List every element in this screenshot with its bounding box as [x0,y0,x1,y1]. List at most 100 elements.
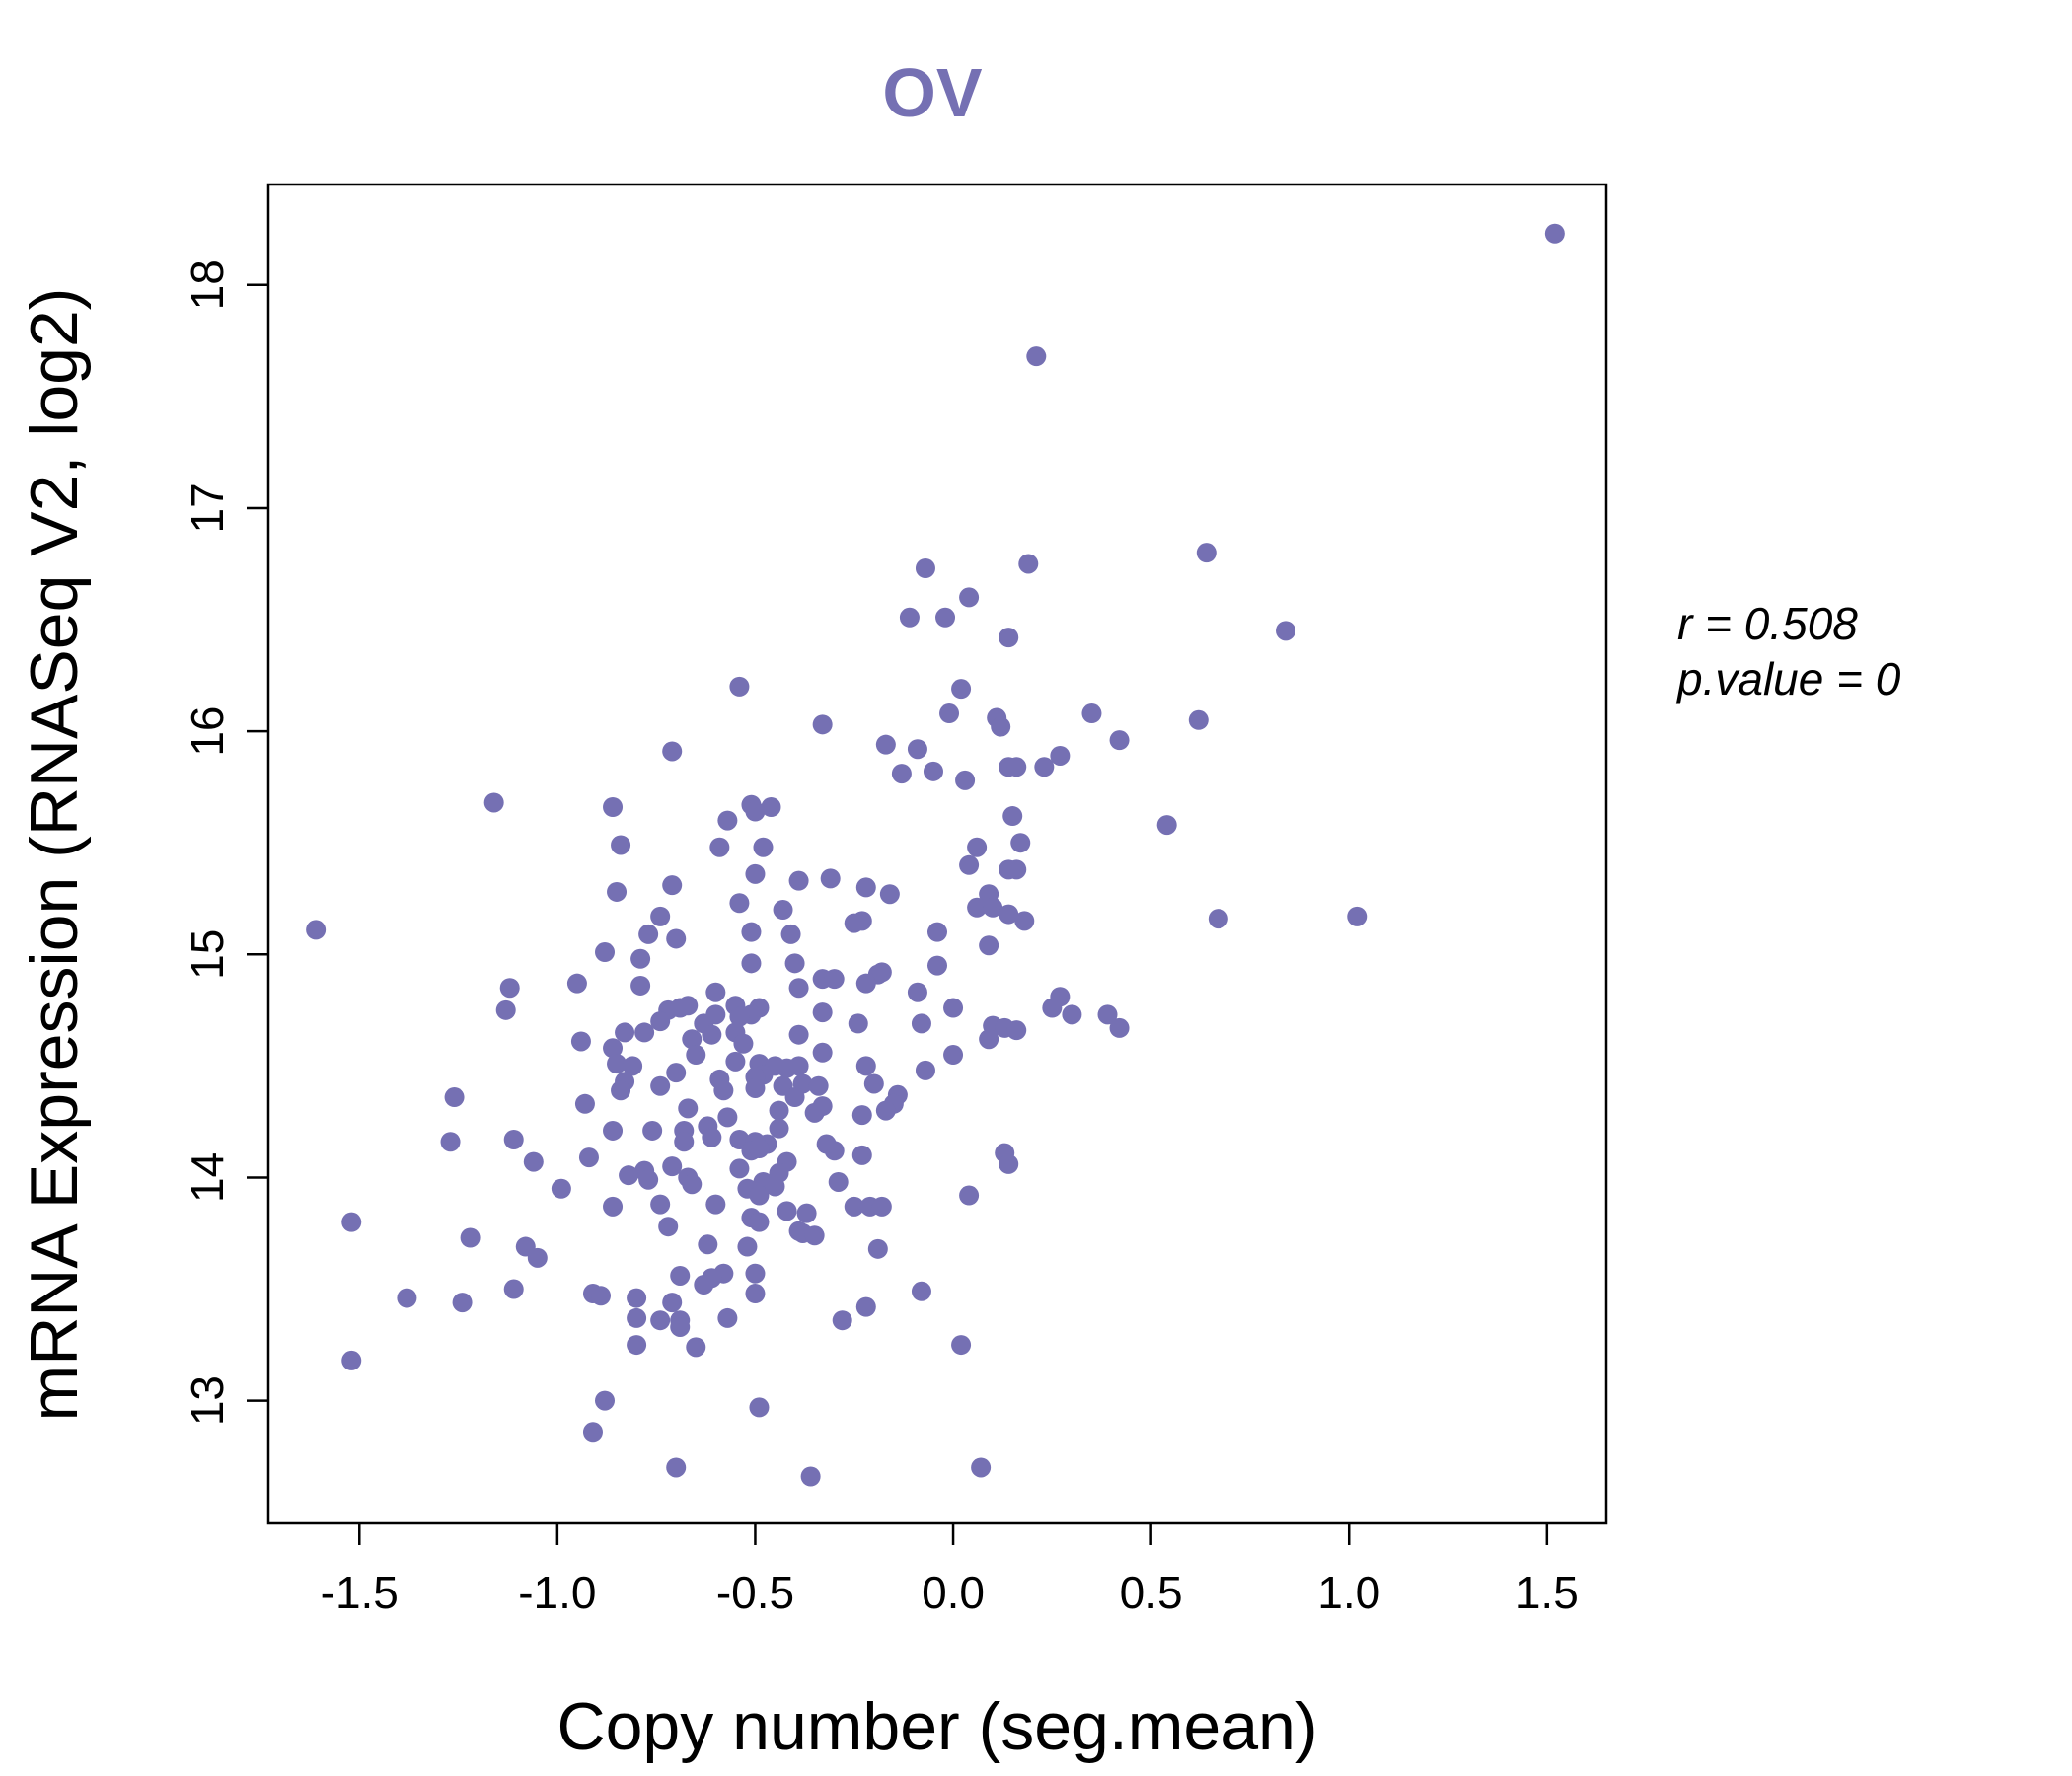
data-point [879,884,900,905]
data-point [1097,1004,1118,1025]
data-point [788,870,809,891]
data-point [816,1134,837,1154]
data-point [761,797,781,818]
data-point [682,1029,703,1050]
data-point [698,1234,718,1255]
data-point [844,1196,864,1217]
data-point [662,1156,683,1177]
data-point [483,792,504,813]
data-point [607,881,628,902]
data-point [907,982,927,1002]
y-tick-label: 17 [182,482,233,533]
data-point [1276,621,1296,641]
data-point [595,942,616,963]
data-point [670,1265,691,1286]
data-point [590,1286,611,1306]
data-point [595,1390,616,1411]
data-point [1347,906,1368,926]
data-point [999,904,1019,925]
data-point [638,924,659,944]
y-axis-title: mRNA Expression (RNASeq V2, log2) [17,288,92,1422]
data-point [769,1100,789,1121]
data-point [1014,911,1035,931]
data-point [784,1087,805,1108]
data-point [871,1196,892,1217]
data-point [694,1275,714,1295]
data-point [674,1132,695,1152]
x-tick-label: 0.5 [1120,1567,1183,1618]
x-tick-label: -1.5 [321,1567,399,1618]
data-point [915,1060,935,1080]
data-point [662,1293,683,1313]
data-point [678,1098,699,1119]
data-point [503,1129,524,1149]
x-tick-label: 1.0 [1317,1567,1380,1618]
data-point [682,1174,703,1195]
data-point [907,739,927,760]
data-point [991,716,1011,737]
data-point [979,935,999,956]
y-tick-label: 15 [182,929,233,980]
data-points [306,223,1565,1487]
data-point [527,1247,548,1268]
data-point [935,607,956,628]
data-point [607,1054,628,1074]
data-point [717,1307,738,1328]
data-point [788,1056,809,1076]
data-point [551,1178,571,1199]
data-point [1050,745,1071,766]
data-point [702,1127,722,1147]
data-point [855,1056,876,1076]
data-point [899,607,920,628]
data-point [611,835,631,855]
data-point [741,922,762,942]
data-point [1156,815,1177,836]
data-point [499,978,520,999]
data-point [812,714,833,735]
data-point [855,877,876,898]
data-point [824,969,845,990]
data-point [1002,806,1023,827]
data-point [848,1013,868,1034]
data-point [523,1151,544,1172]
data-point [749,1185,770,1206]
data-point [658,1217,679,1237]
data-point [911,1281,931,1301]
data-point [306,920,327,940]
y-tick-label: 18 [182,259,233,310]
data-point [729,676,750,697]
data-point [1042,998,1063,1018]
data-point [967,837,988,857]
data-point [777,1201,797,1221]
data-point [495,999,516,1020]
data-point [867,1238,888,1259]
data-point [1196,543,1217,563]
data-point [627,1307,647,1328]
data-point [765,1176,785,1197]
data-point [603,1038,624,1059]
data-point [1062,1004,1082,1025]
data-point [627,1335,647,1356]
x-tick-label: -1.0 [518,1567,596,1618]
data-point [717,1107,738,1128]
data-point [1109,1017,1130,1038]
data-point [812,1042,833,1063]
data-point [851,1145,872,1165]
data-point [713,1080,734,1101]
data-point [603,1196,624,1217]
data-point [611,1080,631,1101]
x-axis-title: Copy number (seg.mean) [556,1689,1317,1764]
y-axis: 13 14 15 16 17 18 [182,259,268,1426]
data-point [1544,223,1565,244]
data-point [1006,859,1027,880]
data-point [745,1077,766,1098]
data-point [341,1212,362,1232]
data-point [650,1011,671,1032]
y-tick-label: 16 [182,706,233,757]
data-point [979,1029,999,1050]
data-point [642,1120,663,1141]
data-point [855,973,876,994]
data-point [943,1045,964,1066]
data-point [804,1102,825,1123]
data-point [460,1227,481,1248]
